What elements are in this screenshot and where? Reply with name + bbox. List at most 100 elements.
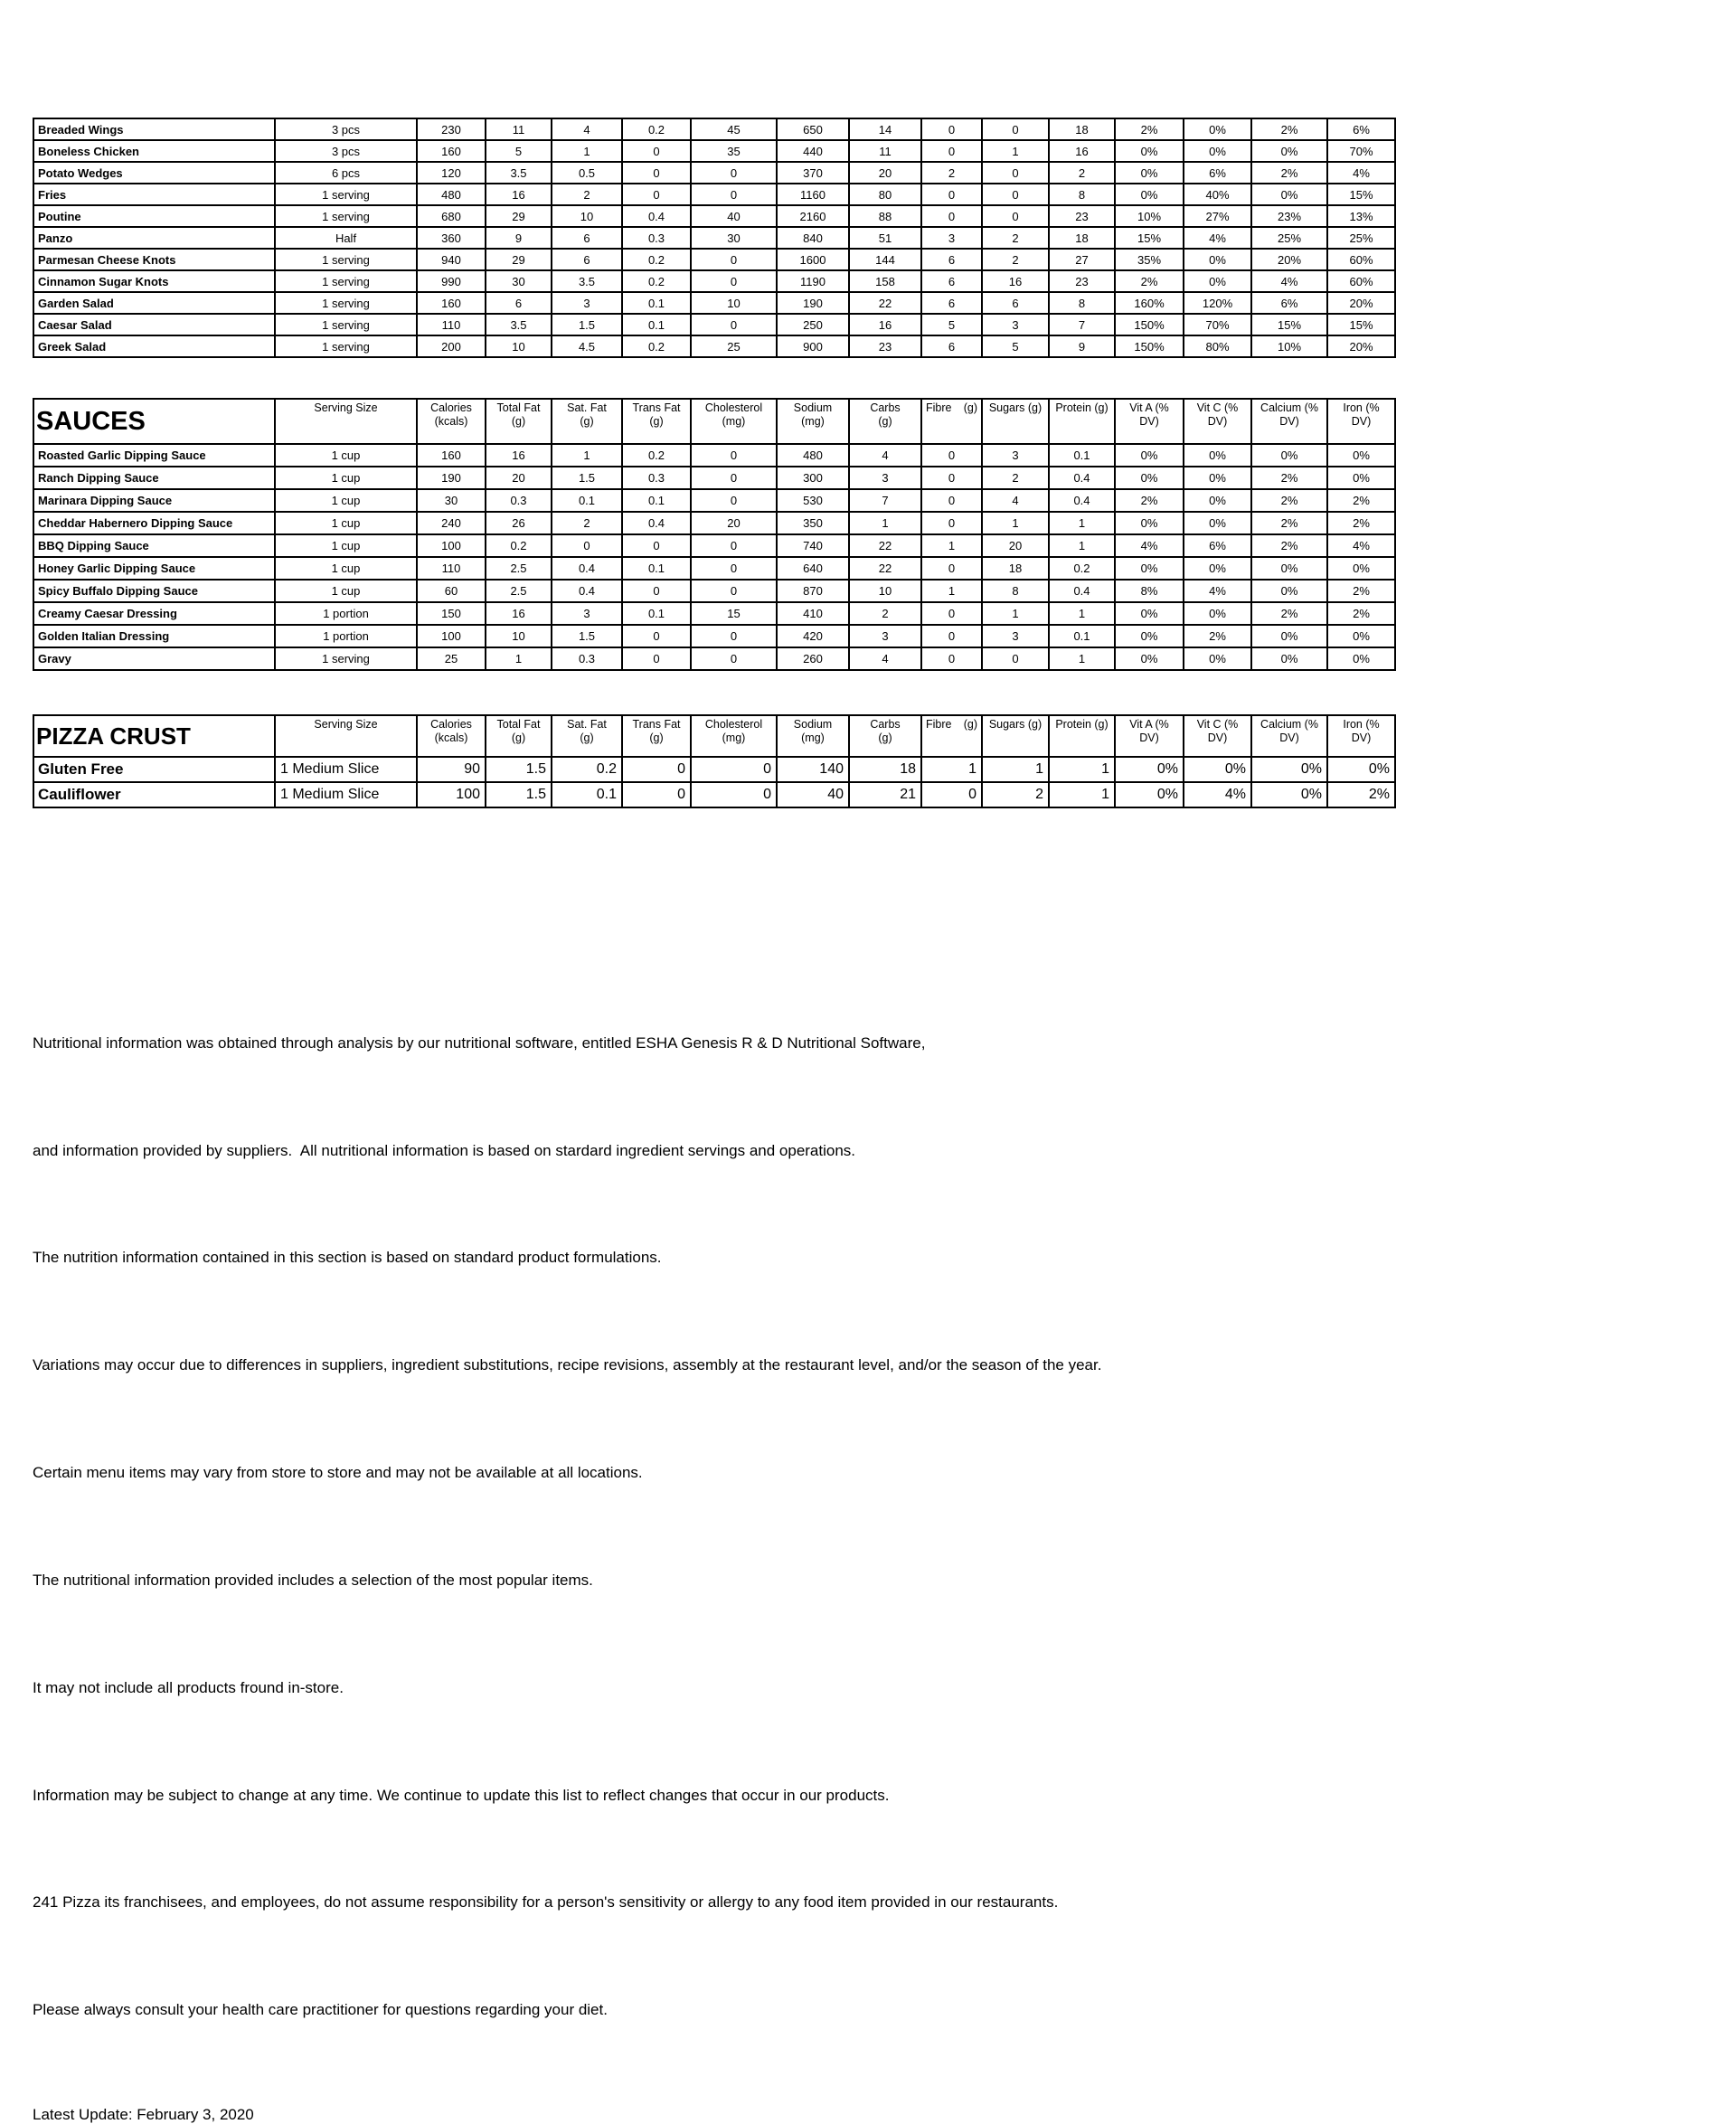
serving-size-cell: 1 cup <box>274 556 418 581</box>
table-row: Parmesan Cheese Knots 1 serving 940 29 6… <box>33 248 1396 271</box>
sat-fat-cell: 0.3 <box>551 647 623 671</box>
calcium-cell: 0% <box>1250 781 1328 808</box>
calories-cell: 150 <box>416 601 486 626</box>
carbs-cell: 22 <box>848 291 922 315</box>
serving-size-cell: 1 portion <box>274 624 418 648</box>
trans-fat-cell: 0 <box>621 647 692 671</box>
item-name: Panzo <box>33 226 276 250</box>
column-header-line1: Sugars (g) <box>988 401 1043 414</box>
vit-c-cell: 0% <box>1183 488 1252 513</box>
iron-cell: 25% <box>1326 226 1396 250</box>
iron-cell: 4% <box>1326 533 1396 558</box>
protein-cell: 7 <box>1048 313 1116 336</box>
protein-cell: 8 <box>1048 183 1116 206</box>
sodium-cell: 420 <box>776 624 850 648</box>
vit-c-cell: 4% <box>1183 781 1252 808</box>
protein-cell: 23 <box>1048 204 1116 228</box>
trans-fat-cell: 0.4 <box>621 511 692 535</box>
sugars-cell: 3 <box>981 313 1050 336</box>
cholesterol-cell: 0 <box>690 756 778 783</box>
items-nutrition-table: Breaded Wings 3 pcs 230 11 4 0.2 45 650 … <box>33 118 1396 358</box>
column-header-line2: DV) <box>1139 732 1159 744</box>
vit-c-cell: 0% <box>1183 269 1252 293</box>
trans-fat-cell: 0.2 <box>621 443 692 467</box>
cholesterol-cell: 25 <box>690 335 778 358</box>
sodium-cell: 740 <box>776 533 850 558</box>
disclaimer-line: The nutrition information contained in t… <box>33 1249 662 1267</box>
vit-a-cell: 0% <box>1114 183 1184 206</box>
column-header: Protein (g) <box>1048 714 1116 758</box>
pizza-crust-section-title: PIZZA CRUST <box>33 714 276 758</box>
calories-cell: 60 <box>416 579 486 603</box>
serving-size-cell: 1 portion <box>274 601 418 626</box>
column-header-line2: (g) <box>511 732 526 744</box>
vit-c-cell: 70% <box>1183 313 1252 336</box>
disclaimer-line: Nutritional information was obtained thr… <box>33 1034 926 1052</box>
vit-a-cell: 8% <box>1114 579 1184 603</box>
serving-size-cell: 1 cup <box>274 533 418 558</box>
total-fat-cell: 2.5 <box>485 579 552 603</box>
sat-fat-cell: 1.5 <box>551 313 623 336</box>
sugars-cell: 2 <box>981 248 1050 271</box>
column-header-line1: Total Fat <box>496 401 541 414</box>
sat-fat-cell: 10 <box>551 204 623 228</box>
calories-cell: 100 <box>416 781 486 808</box>
sodium-cell: 1190 <box>776 269 850 293</box>
item-name: Creamy Caesar Dressing <box>33 601 276 626</box>
trans-fat-cell: 0 <box>621 139 692 163</box>
carbs-cell: 22 <box>848 556 922 581</box>
column-header-line1: Sat. Fat <box>567 718 607 731</box>
cholesterol-cell: 0 <box>690 466 778 490</box>
vit-a-cell: 0% <box>1114 647 1184 671</box>
table-row: Spicy Buffalo Dipping Sauce 1 cup 60 2.5… <box>33 579 1396 603</box>
table-row: Breaded Wings 3 pcs 230 11 4 0.2 45 650 … <box>33 118 1396 141</box>
iron-cell: 2% <box>1326 601 1396 626</box>
carbs-cell: 21 <box>848 781 922 808</box>
calcium-cell: 15% <box>1250 313 1328 336</box>
serving-size-cell: 1 cup <box>274 488 418 513</box>
column-header: Carbs (g) <box>848 398 922 445</box>
item-name: Honey Garlic Dipping Sauce <box>33 556 276 581</box>
trans-fat-cell: 0 <box>621 624 692 648</box>
total-fat-cell: 10 <box>485 335 552 358</box>
calories-cell: 240 <box>416 511 486 535</box>
vit-c-cell: 40% <box>1183 183 1252 206</box>
fibre-cell: 3 <box>920 226 983 250</box>
column-header-line2: (g) <box>963 401 977 414</box>
column-header-line1: Sodium <box>793 718 833 731</box>
total-fat-cell: 11 <box>485 118 552 141</box>
fibre-cell: 0 <box>920 139 983 163</box>
column-header: Calcium (% DV) <box>1250 398 1328 445</box>
item-name: Poutine <box>33 204 276 228</box>
serving-size-cell: 1 cup <box>274 579 418 603</box>
column-header-line2: (g) <box>878 415 892 428</box>
vit-a-cell: 0% <box>1114 781 1184 808</box>
column-header-line2: (g) <box>511 415 526 428</box>
fibre-cell: 0 <box>920 601 983 626</box>
calories-cell: 120 <box>416 161 486 184</box>
fibre-cell: 6 <box>920 291 983 315</box>
calories-cell: 990 <box>416 269 486 293</box>
sugars-cell: 1 <box>981 139 1050 163</box>
cholesterol-cell: 0 <box>690 488 778 513</box>
sodium-cell: 1600 <box>776 248 850 271</box>
calories-cell: 100 <box>416 533 486 558</box>
latest-update: Latest Update: February 3, 2020 <box>33 2106 254 2124</box>
column-header: Serving Size <box>274 398 418 445</box>
sugars-cell: 1 <box>981 511 1050 535</box>
sugars-cell: 8 <box>981 579 1050 603</box>
table-row: Gluten Free 1 Medium Slice 90 1.5 0.2 0 … <box>33 756 1396 783</box>
calories-cell: 160 <box>416 139 486 163</box>
calcium-cell: 0% <box>1250 139 1328 163</box>
column-header-line1: Fibre <box>926 718 952 731</box>
sodium-cell: 40 <box>776 781 850 808</box>
protein-cell: 1 <box>1048 647 1116 671</box>
serving-size-cell: 1 cup <box>274 466 418 490</box>
sugars-cell: 0 <box>981 161 1050 184</box>
vit-c-cell: 27% <box>1183 204 1252 228</box>
column-header: Sugars (g) <box>981 714 1050 758</box>
trans-fat-cell: 0.1 <box>621 313 692 336</box>
calories-cell: 160 <box>416 291 486 315</box>
table-row: Roasted Garlic Dipping Sauce 1 cup 160 1… <box>33 443 1396 467</box>
protein-cell: 8 <box>1048 291 1116 315</box>
